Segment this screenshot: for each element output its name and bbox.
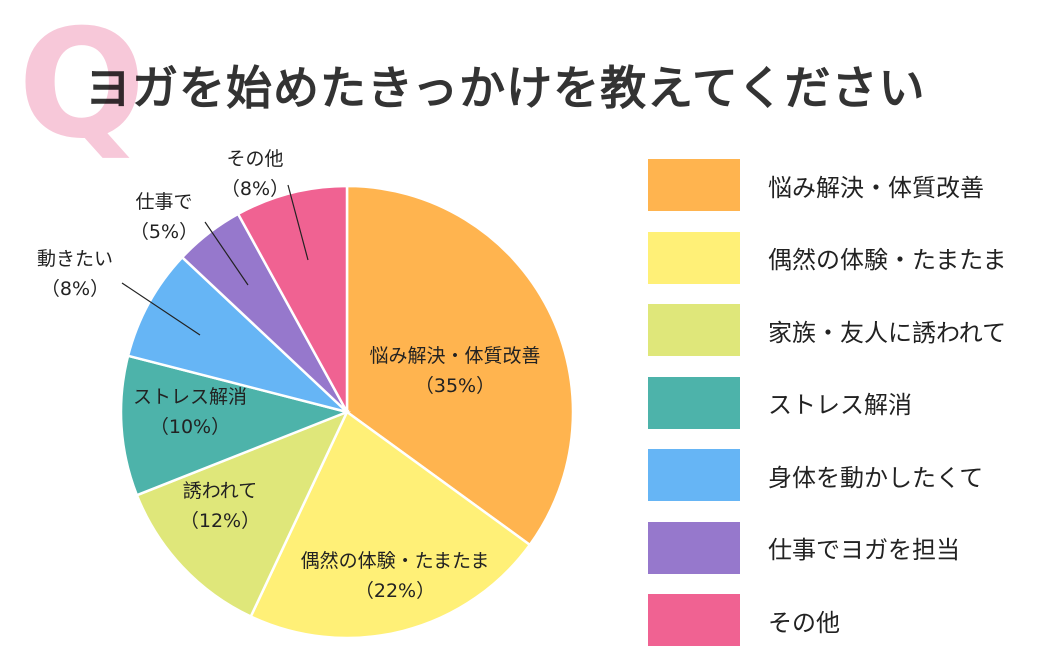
pie-slice — [119, 354, 352, 497]
legend-item: 身体を動かしたくて — [648, 449, 983, 501]
slice-label: 動きたい — [37, 248, 113, 270]
slice-label: 偶然の体験・たまたま — [301, 550, 490, 572]
slice-label: 誘われて — [183, 480, 257, 502]
slice-label: その他 — [226, 148, 283, 170]
leader-line — [204, 221, 249, 286]
legend-label: ストレス解消 — [768, 391, 912, 419]
chart-title: ヨガを始めたきっかけを教えてください — [85, 61, 926, 115]
legend-label: 仕事でヨガを担当 — [768, 536, 960, 564]
slice-label: 仕事で — [135, 191, 192, 213]
slice-percent: （5%） — [130, 221, 198, 243]
slice-percent: （22%） — [355, 580, 435, 602]
legend-swatch — [648, 521, 740, 574]
legend-label: 悩み解決・体質改善 — [768, 173, 984, 202]
legend-swatch — [648, 376, 740, 429]
legend-item: 家族・友人に誘われて — [648, 304, 1006, 356]
slice-percent: （8%） — [41, 278, 109, 300]
legend-item: 仕事でヨガを担当 — [648, 521, 960, 574]
pie-slice — [345, 184, 575, 547]
legend-swatch — [648, 594, 740, 646]
legend-label: 偶然の体験・たまたま — [768, 246, 1007, 274]
legend-swatch — [648, 304, 740, 356]
legend-swatch — [648, 159, 740, 211]
legend-item: 悩み解決・体質改善 — [648, 159, 984, 211]
legend-swatch — [648, 231, 740, 284]
slice-label: ストレス解消 — [133, 386, 247, 408]
slice-percent: （35%） — [415, 375, 495, 397]
legend-item: 偶然の体験・たまたま — [648, 231, 1007, 284]
legend-item: その他 — [648, 594, 840, 646]
pie-slice — [236, 184, 349, 413]
legend-item: ストレス解消 — [648, 376, 912, 429]
legend-label: その他 — [768, 608, 840, 637]
leader-line — [121, 282, 201, 336]
q-mark: Q — [18, 0, 146, 172]
legend-swatch — [648, 449, 740, 501]
slice-percent: （10%） — [150, 416, 230, 438]
slice-label: 悩み解決・体質改善 — [369, 345, 540, 367]
legend-label: 身体を動かしたくて — [768, 463, 984, 492]
pie-slice — [135, 409, 350, 619]
slice-percent: （8%） — [221, 178, 289, 200]
leader-line — [287, 184, 309, 261]
pie-slice — [126, 255, 348, 414]
slice-percent: （12%） — [180, 510, 260, 532]
legend-label: 家族・友人に誘われて — [768, 318, 1007, 347]
